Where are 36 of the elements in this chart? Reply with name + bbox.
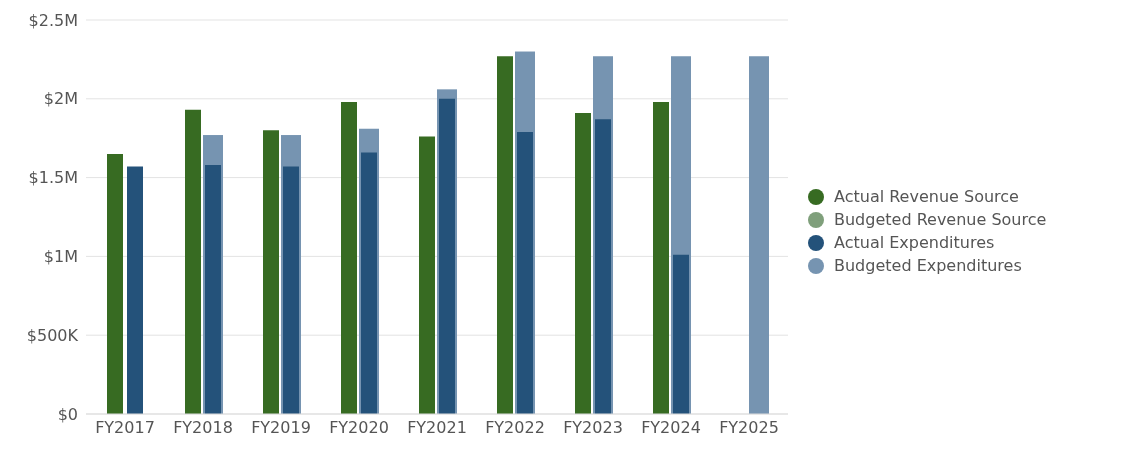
x-tick-label: FY2025	[719, 418, 779, 438]
bar	[419, 136, 435, 414]
bar	[107, 153, 123, 414]
x-tick-label: FY2022	[485, 418, 545, 438]
bar	[595, 119, 611, 414]
y-tick-label: $2.5M	[28, 10, 78, 30]
bar	[341, 101, 357, 414]
bar	[127, 166, 143, 414]
bar	[283, 166, 299, 414]
y-tick-label: $0	[57, 404, 78, 424]
x-tick-label: FY2017	[95, 418, 155, 438]
legend-label: Actual Expenditures	[834, 233, 995, 252]
bar	[653, 101, 669, 414]
x-tick-label: FY2023	[563, 418, 623, 438]
bar	[361, 152, 377, 414]
legend-label: Actual Revenue Source	[834, 187, 1019, 206]
y-tick-label: $2M	[43, 89, 78, 109]
x-tick-label: FY2018	[173, 418, 233, 438]
bar	[497, 56, 513, 414]
legend-label: Budgeted Expenditures	[834, 256, 1022, 275]
bar	[263, 130, 279, 414]
x-tick-label: FY2019	[251, 418, 311, 438]
x-tick-label: FY2021	[407, 418, 467, 438]
bar	[575, 112, 591, 414]
bar	[439, 98, 455, 414]
bar	[673, 254, 689, 414]
y-tick-label: $1M	[43, 247, 78, 267]
bar	[185, 109, 201, 414]
x-tick-label: FY2020	[329, 418, 389, 438]
y-tick-label: $1.5M	[28, 168, 78, 188]
x-tick-label: FY2024	[641, 418, 701, 438]
legend-label: Budgeted Revenue Source	[834, 210, 1047, 229]
bar	[517, 131, 533, 414]
bar	[749, 56, 769, 414]
bar	[205, 164, 221, 414]
y-tick-label: $500K	[26, 325, 79, 345]
